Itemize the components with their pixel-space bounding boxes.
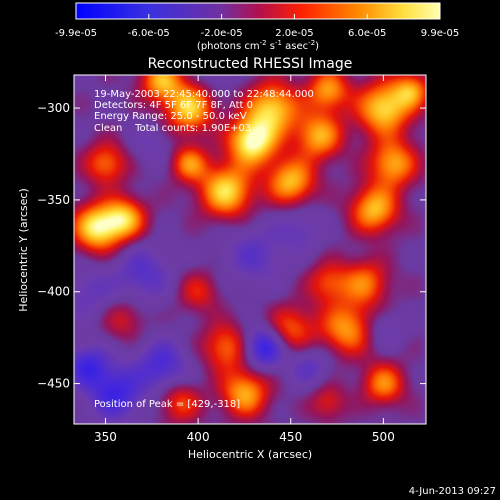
colorbar-tick-label: -9.9e-05 — [55, 28, 97, 39]
y-tick-label: −300 — [37, 101, 70, 115]
colorbar-tick-label: -6.0e-05 — [128, 28, 170, 39]
y-tick-label: −350 — [37, 193, 70, 207]
x-tick-label: 500 — [372, 430, 395, 444]
annotation-clean-counts: Clean Total counts: 1.90E+03 — [94, 123, 251, 134]
chart-title: Reconstructed RHESSI Image — [148, 56, 353, 72]
axis-ticks: 350 400 450 500 −300 −350 −400 −450 — [37, 75, 426, 444]
plot-frame — [73, 74, 427, 425]
peak-position-label: Position of Peak = [429,-318] — [94, 399, 240, 410]
colorbar-tick-label: 2.0e-05 — [275, 28, 313, 39]
y-tick-label: −450 — [37, 377, 70, 391]
x-tick-label: 400 — [187, 430, 210, 444]
colorbar — [75, 2, 441, 20]
colorbar-ticks: -9.9e-05 -6.0e-05 -2.0e-05 2.0e-05 6.0e-05 9.… — [55, 14, 459, 39]
colorbar-tick-label: -2.0e-05 — [201, 28, 243, 39]
x-tick-label: 350 — [94, 430, 117, 444]
annotation-block: 19-May-2003 22:45:40.000 to 22:48:44.000… — [94, 89, 314, 410]
colorbar-tick-label: 9.9e-05 — [421, 28, 459, 39]
annotation-energy-range: Energy Range: 25.0 - 50.0 keV — [94, 111, 247, 122]
annotation-time-range: 19-May-2003 22:45:40.000 to 22:48:44.000 — [94, 89, 314, 100]
x-tick-label: 450 — [279, 430, 302, 444]
y-tick-label: −400 — [37, 285, 70, 299]
colorbar-tick-label: 6.0e-05 — [348, 28, 386, 39]
footer-timestamp: 4-Jun-2013 09:27 — [409, 486, 496, 497]
annotation-detectors: Detectors: 4F 5F 6F 7F 8F, Att 0 — [94, 100, 253, 111]
y-axis-label: Heliocentric Y (arcsec) — [17, 188, 30, 312]
heatmap-image — [74, 75, 426, 424]
x-axis-label: Heliocentric X (arcsec) — [188, 448, 312, 461]
colorbar-unit-label: (photons cm-2 s-1 asec-2) — [197, 39, 319, 52]
